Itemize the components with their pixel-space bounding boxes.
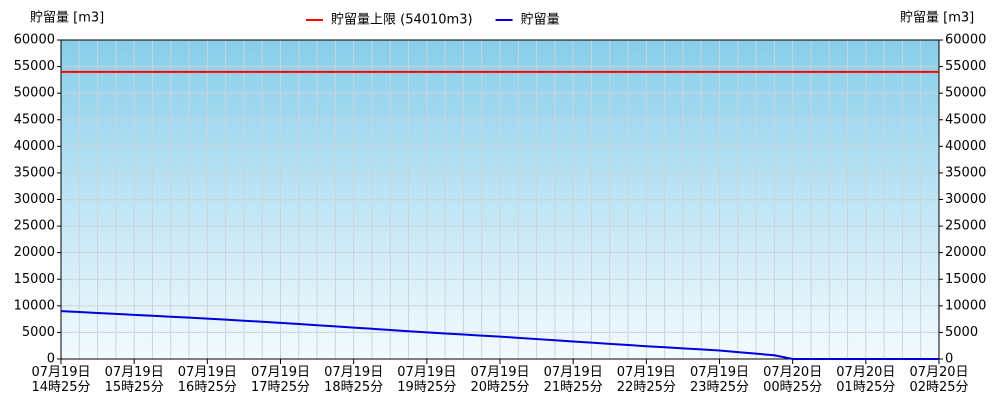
y2-tick-label: 0 [945,352,953,367]
y2-tick-label: 25000 [945,219,986,234]
y2-tick-label: 5000 [945,325,978,340]
y-tick-label: 60000 [14,33,55,48]
y2-tick-label: 15000 [945,272,986,287]
x-tick-label: 07月20日 02時25分 [909,365,968,395]
plot-border [60,39,940,360]
y-tick-label: 0 [47,352,55,367]
y2-tick-label: 40000 [945,139,986,154]
x-tick-label: 07月19日 19時25分 [397,365,456,395]
y-tick-label: 25000 [14,219,55,234]
x-tick-label: 07月19日 20時25分 [470,365,529,395]
x-tick-label: 07月20日 00時25分 [763,365,822,395]
y2-tick-label: 50000 [945,86,986,101]
x-tick-label: 07月19日 18時25分 [324,365,383,395]
y-tick-label: 45000 [14,112,55,127]
series-line [60,310,939,360]
y2-tick-label: 35000 [945,165,986,180]
y-tick-label: 55000 [14,59,55,74]
y-tick-label: 20000 [14,245,55,260]
x-tick-label: 07月20日 01時25分 [836,365,895,395]
y2-tick-label: 10000 [945,298,986,313]
x-tick-label: 07月19日 16時25分 [178,365,237,395]
y-tick-label: 35000 [14,165,55,180]
y-tick-label: 5000 [22,325,55,340]
x-tick-label: 07月19日 22時25分 [617,365,676,395]
y-tick-label: 50000 [14,86,55,101]
y-tick-label: 30000 [14,192,55,207]
x-tick-label: 07月19日 17時25分 [251,365,310,395]
y-tick-label: 40000 [14,139,55,154]
x-tick-label: 07月19日 23時25分 [690,365,749,395]
y2-tick-label: 55000 [945,59,986,74]
legend-label: 貯留量上限 (54010m3) [331,13,473,28]
y-tick-label: 15000 [14,272,55,287]
y2-tick-label: 45000 [945,112,986,127]
y-tick-label: 10000 [14,298,55,313]
y2-tick-label: 30000 [945,192,986,207]
legend-label: 貯留量 [521,13,560,28]
y2-tick-label: 20000 [945,245,986,260]
y2-axis-label: 貯留量 [m3] [900,11,974,26]
x-tick-label: 07月19日 15時25分 [105,365,164,395]
y2-tick-label: 60000 [945,33,986,48]
x-tick-label: 07月19日 21時25分 [544,365,603,395]
y-axis-label: 貯留量 [m3] [30,11,104,26]
x-tick-label: 07月19日 14時25分 [31,365,90,395]
